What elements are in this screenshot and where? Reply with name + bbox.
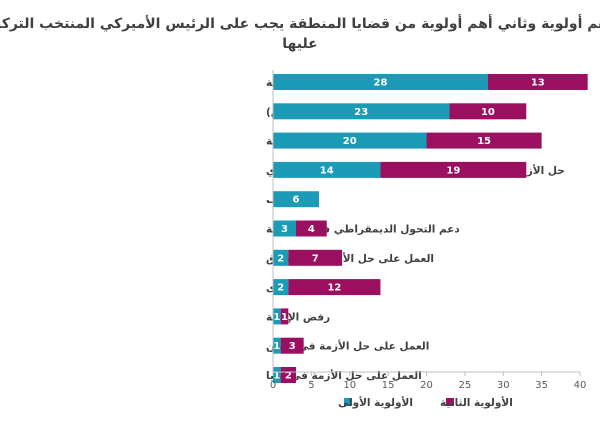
x-tick-label: 0 [270,380,276,391]
bar-value-label: 3 [281,224,288,235]
legend: الأولوية الأولى الأولوية الثانية [338,396,513,409]
bar-segment-series-2 [280,337,304,354]
bar-value-label: 1 [273,371,280,382]
bar-segment-series-2 [426,132,542,149]
bar-segment-series-1 [273,132,427,149]
bar-segment-series-2 [296,220,327,237]
bar-value-label: 23 [354,107,368,118]
legend-swatch-series-1 [344,398,352,406]
bar-segment-series-2 [449,103,527,120]
bar-value-label: 14 [320,165,334,176]
x-tick-label: 30 [497,380,510,391]
bar-value-label: 15 [477,136,491,147]
bar-segment-series-2 [487,74,588,90]
bar-value-label: 1 [281,312,288,323]
legend-label-series-1: الأولوية الأولى [338,396,413,409]
bar-segment-series-1 [273,191,320,208]
x-tick-label: 40 [574,380,587,391]
bar-value-label: 12 [327,283,341,294]
bar-value-label: 2 [285,371,292,382]
bar-segment-series-1 [273,279,289,296]
bar-segment-series-1 [273,337,281,354]
x-tick-label: 10 [343,380,356,391]
chart-title: أهم أولوية وثاني أهم أولوية من قضايا الم… [0,14,600,52]
bar-value-label: 7 [312,253,319,264]
bar-value-label: 20 [343,136,357,147]
chart-title-line-2: عليها [282,36,318,52]
bar-value-label: 2 [277,253,284,264]
bar-segment-series-1 [273,308,281,325]
bar-segment-series-2 [380,161,527,178]
bar-segment-series-1 [273,74,488,90]
x-tick-label: 25 [459,380,472,391]
bar-value-label: 1 [273,312,280,323]
bar-segment-series-2 [280,308,289,325]
category-label: العمل على حل الأزمة في اليمن [266,340,429,353]
legend-label-series-2: الأولوية الثانية [440,396,513,409]
bar-value-label: 19 [446,165,460,176]
bar-segment-series-1 [273,161,381,178]
x-axis: 0 5 10 15 20 25 30 35 40 [270,70,587,391]
bar-value-label: 28 [373,78,387,89]
x-tick-label: 5 [308,380,314,391]
bar-segment-series-1 [273,220,297,237]
bar-value-label: 10 [481,107,495,118]
bar-segment-series-1 [273,249,289,266]
x-tick-label: 20 [420,380,433,391]
bar-value-label: 3 [289,341,296,352]
bar-value-label: 4 [308,224,315,235]
bar-segment-series-2 [288,249,343,266]
bar-segment-series-1 [273,367,281,383]
bar-segment-series-1 [273,103,450,120]
bar-segment-series-2 [280,367,297,383]
bar-value-label: 6 [293,195,300,206]
bar-segment-series-2 [288,279,381,296]
bar-value-label: 13 [531,78,545,89]
bar-value-label: 2 [277,283,284,294]
x-tick-label: 15 [382,380,395,391]
x-tick-label: 35 [535,380,548,391]
bar-value-label: 1 [273,341,280,352]
legend-swatch-series-2 [446,398,454,406]
chart-title-line-1: أهم أولوية وثاني أهم أولوية من قضايا الم… [0,14,600,32]
